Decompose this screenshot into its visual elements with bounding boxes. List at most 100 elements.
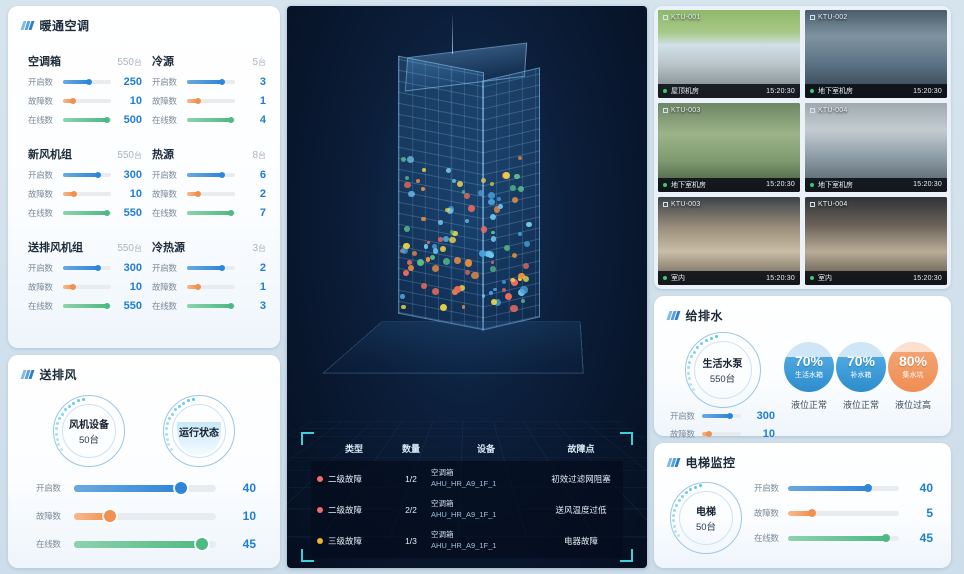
water-metric-slider[interactable] — [702, 413, 741, 419]
sensor-dot[interactable] — [523, 262, 530, 269]
hvac-online-knob[interactable] — [228, 210, 235, 216]
sef-metric-knob[interactable] — [103, 510, 116, 522]
sensor-dot[interactable] — [443, 258, 451, 266]
sensor-dot[interactable] — [454, 285, 462, 293]
elev-metric-slider[interactable] — [788, 534, 899, 542]
sensor-dot[interactable] — [488, 290, 493, 295]
sensor-dot[interactable] — [420, 282, 427, 289]
sensor-dot[interactable] — [425, 257, 431, 262]
hvac-on-slider[interactable] — [187, 265, 235, 271]
sensor-dot[interactable] — [407, 190, 415, 198]
sensor-dot[interactable] — [490, 260, 495, 265]
sensor-dot[interactable] — [440, 246, 447, 252]
fault-row[interactable]: 三级故障 1/3 空调箱 AHU_HR_A9_1F_1 电器故障 — [311, 525, 623, 556]
hvac-on-knob[interactable] — [94, 172, 101, 178]
hvac-online-knob[interactable] — [228, 117, 235, 123]
sensor-dot[interactable] — [401, 305, 406, 310]
sensor-dot[interactable] — [489, 182, 494, 187]
sensor-dot[interactable] — [526, 221, 532, 228]
hvac-on-slider[interactable] — [63, 172, 111, 178]
hvac-on-knob[interactable] — [218, 79, 225, 85]
sensor-dot[interactable] — [452, 230, 458, 236]
camera-tile[interactable]: KTU-003 室内 15:20:30 — [658, 196, 800, 285]
elev-metric-knob[interactable] — [881, 534, 890, 542]
hvac-online-slider[interactable] — [187, 117, 235, 123]
sensor-dot[interactable] — [445, 167, 451, 173]
sensor-dot[interactable] — [497, 197, 501, 201]
sensor-dot[interactable] — [505, 293, 513, 301]
operating-status-gauge[interactable]: 运行状态 — [163, 395, 235, 467]
water-tank[interactable]: 70% 生活水箱 液位正常 — [783, 342, 835, 464]
sef-metric-slider[interactable] — [74, 538, 216, 550]
hvac-online-knob[interactable] — [104, 117, 111, 123]
sensor-dot[interactable] — [491, 230, 496, 235]
hvac-fault-slider[interactable] — [63, 191, 111, 197]
sensor-dot[interactable] — [493, 287, 498, 292]
sensor-dot[interactable] — [439, 303, 448, 312]
sensor-dot[interactable] — [478, 189, 485, 196]
sensor-dot[interactable] — [518, 277, 523, 282]
sensor-dot[interactable] — [464, 259, 472, 267]
hvac-fault-knob[interactable] — [69, 98, 76, 104]
sensor-dot[interactable] — [511, 196, 519, 203]
sensor-dot[interactable] — [501, 287, 506, 292]
sensor-dot[interactable] — [510, 278, 516, 283]
sensor-dot[interactable] — [518, 232, 523, 237]
sef-metric-knob[interactable] — [174, 482, 187, 494]
sensor-dot[interactable] — [438, 237, 443, 242]
sensor-dot[interactable] — [411, 251, 417, 257]
sensor-dot[interactable] — [449, 230, 454, 235]
sensor-dot[interactable] — [432, 248, 439, 254]
sensor-dot[interactable] — [479, 250, 487, 258]
sensor-dot[interactable] — [488, 191, 496, 199]
sensor-dot[interactable] — [454, 257, 461, 264]
sensor-dot[interactable] — [489, 214, 496, 221]
sensor-dot[interactable] — [494, 206, 501, 213]
sensor-dot[interactable] — [438, 220, 443, 225]
sensor-dot[interactable] — [489, 266, 496, 272]
sensor-dot[interactable] — [449, 236, 456, 244]
hvac-fault-knob[interactable] — [194, 284, 201, 290]
camera-tile[interactable]: KTU-001 屋顶机房 15:20:30 — [658, 10, 800, 99]
sensor-dot[interactable] — [480, 226, 488, 233]
sensor-dot[interactable] — [463, 192, 471, 200]
sensor-dot[interactable] — [442, 235, 449, 242]
sensor-dot[interactable] — [403, 226, 410, 233]
elev-metric-slider[interactable] — [788, 509, 899, 517]
sensor-dot[interactable] — [521, 299, 526, 303]
sef-metric-slider[interactable] — [74, 510, 216, 522]
elev-metric-knob[interactable] — [808, 509, 817, 517]
camera-tile[interactable]: KTU-004 地下室机房 15:20:30 — [805, 103, 947, 192]
hvac-fault-knob[interactable] — [194, 98, 201, 104]
hvac-online-knob[interactable] — [104, 303, 111, 309]
hvac-online-knob[interactable] — [104, 210, 111, 216]
fault-row[interactable]: 二级故障 2/2 空调箱 AHU_HR_A9_1F_1 送风温度过低 — [311, 494, 623, 525]
sensor-dot[interactable] — [523, 240, 531, 247]
hvac-on-slider[interactable] — [187, 79, 235, 85]
camera-tile[interactable]: KTU-003 地下室机房 15:20:30 — [658, 103, 800, 192]
water-pump-gauge[interactable]: 生活水泵 550台 — [684, 332, 761, 408]
sensor-dot[interactable] — [421, 167, 427, 173]
sensor-dot[interactable] — [465, 219, 470, 224]
sensor-dot[interactable] — [402, 242, 410, 250]
sensor-dot[interactable] — [432, 288, 440, 296]
hvac-online-slider[interactable] — [63, 117, 111, 123]
hvac-online-slider[interactable] — [63, 303, 111, 309]
hvac-on-slider[interactable] — [63, 79, 111, 85]
sef-metric-slider[interactable] — [74, 482, 216, 494]
sensor-dot[interactable] — [510, 304, 518, 313]
hvac-fault-slider[interactable] — [187, 284, 235, 290]
sensor-dot[interactable] — [406, 156, 414, 164]
hvac-on-knob[interactable] — [218, 265, 225, 271]
sensor-dot[interactable] — [523, 276, 530, 283]
sensor-dot[interactable] — [403, 270, 410, 277]
sensor-dot[interactable] — [420, 187, 425, 192]
hvac-fault-slider[interactable] — [187, 191, 235, 197]
hvac-on-slider[interactable] — [187, 172, 235, 178]
sensor-dot[interactable] — [452, 179, 456, 183]
sensor-dot[interactable] — [421, 216, 426, 222]
sensor-dot[interactable] — [401, 246, 409, 255]
sensor-dot[interactable] — [498, 203, 504, 209]
hvac-fault-knob[interactable] — [70, 191, 77, 197]
sensor-dot[interactable] — [509, 184, 517, 191]
